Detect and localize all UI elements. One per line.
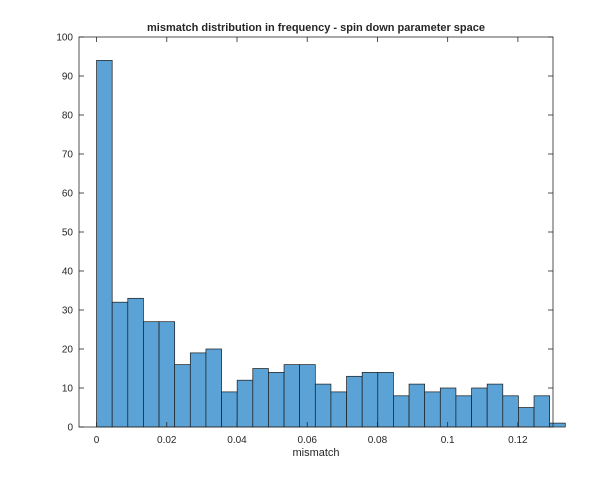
chart-title: mismatch distribution in frequency - spi… — [147, 22, 485, 34]
histogram-bar — [189, 352, 207, 428]
histogram-bar — [252, 368, 269, 428]
histogram-bar — [455, 395, 472, 428]
histogram-bar — [314, 383, 332, 428]
y-tick-label: 50 — [62, 228, 74, 239]
histogram-bar — [533, 395, 551, 428]
histogram-bars — [96, 60, 566, 428]
histogram-bar — [424, 391, 441, 428]
x-tick-label: 0.04 — [227, 435, 247, 446]
y-tick-label: 90 — [62, 72, 74, 83]
x-tick-label: 0.08 — [368, 435, 388, 446]
histogram-bar — [268, 372, 285, 428]
y-tick-label: 30 — [62, 306, 74, 317]
histogram-bar — [205, 348, 222, 428]
histogram-bar — [486, 383, 504, 428]
histogram-bar — [158, 321, 176, 428]
x-tick-label: 0.06 — [297, 435, 317, 446]
histogram-bar — [143, 321, 160, 428]
histogram-bar — [236, 379, 254, 428]
y-tick-label: 0 — [67, 423, 73, 434]
histogram-bar — [346, 375, 363, 428]
y-tick-label: 10 — [62, 384, 74, 395]
x-axis: 0 0.02 0.04 0.06 0.08 0.1 0.12 — [94, 37, 528, 446]
x-tick-label: 0.12 — [508, 435, 528, 446]
histogram-bar — [283, 364, 301, 428]
histogram-bar — [361, 372, 379, 428]
x-tick-label: 0.1 — [441, 435, 455, 446]
histogram-bar — [502, 395, 519, 428]
x-tick-label: 0.02 — [157, 435, 177, 446]
y-axis: 0 10 20 30 40 50 60 70 80 90 100 — [56, 33, 553, 434]
x-axis-label: mismatch — [292, 447, 339, 459]
y-tick-label: 100 — [56, 33, 73, 44]
histogram-bar — [408, 383, 426, 428]
histogram-bar — [96, 60, 113, 428]
x-tick-label: 0 — [94, 435, 100, 446]
y-tick-label: 40 — [62, 267, 74, 278]
histogram-bar — [471, 387, 488, 428]
histogram-bar — [299, 364, 316, 428]
y-tick-label: 70 — [62, 150, 74, 161]
histogram-bar — [221, 391, 238, 428]
histogram-bar — [111, 301, 129, 428]
y-tick-label: 20 — [62, 345, 74, 356]
y-tick-label: 60 — [62, 189, 74, 200]
y-tick-label: 80 — [62, 111, 74, 122]
histogram-bar — [127, 297, 144, 428]
histogram-bar — [549, 422, 566, 428]
histogram-bar — [174, 364, 191, 428]
histogram-bar — [518, 407, 535, 428]
histogram-bar — [393, 395, 410, 428]
histogram-bar — [439, 387, 457, 428]
histogram-bar — [330, 391, 347, 428]
histogram-bar — [377, 372, 394, 428]
